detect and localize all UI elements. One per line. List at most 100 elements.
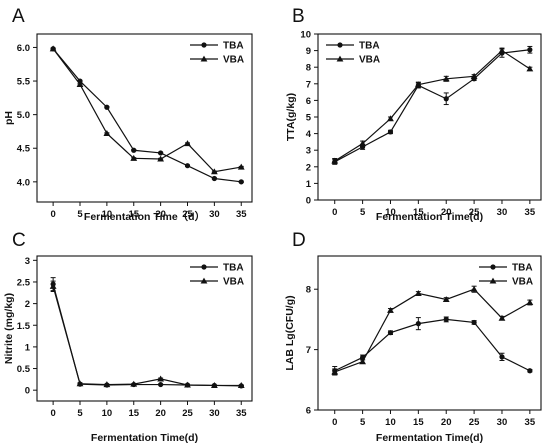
x-tick-label: 20 <box>155 408 166 419</box>
x-tick-label: 15 <box>128 408 139 419</box>
series-line <box>334 288 531 373</box>
x-tick-label: 15 <box>413 207 424 218</box>
y-tick-label: 2 <box>25 299 30 310</box>
x-axis-title: Fermentation Time（d） <box>84 210 205 223</box>
data-point <box>130 154 138 161</box>
x-tick-label: 5 <box>360 417 366 428</box>
x-tick-label: 10 <box>102 209 113 220</box>
x-tick-label: 25 <box>469 417 480 428</box>
y-axis-title: Nitrite (mg/kg) <box>3 293 15 364</box>
y-tick-label: 5.0 <box>17 110 30 121</box>
x-tick-label: 25 <box>469 207 480 218</box>
data-point <box>414 81 422 88</box>
y-tick-label: 4 <box>306 129 312 140</box>
legend-marker <box>336 55 344 62</box>
x-tick-label: 20 <box>441 207 452 218</box>
data-point <box>49 282 57 289</box>
x-tick-label: 10 <box>102 408 113 419</box>
y-tick-label: 5.5 <box>17 77 31 88</box>
x-tick-label: 5 <box>77 209 83 220</box>
y-tick-label: 0 <box>306 196 311 207</box>
x-tick-label: 20 <box>441 417 452 428</box>
panel-letter: B <box>292 6 305 27</box>
data-point <box>471 319 477 326</box>
y-tick-label: 0.5 <box>17 364 31 375</box>
data-point <box>158 150 164 156</box>
series-line <box>52 286 242 387</box>
y-tick-label: 1 <box>306 179 312 190</box>
x-tick-label: 10 <box>385 207 396 218</box>
y-tick-label: 1 <box>25 342 31 353</box>
y-tick-label: 3 <box>306 146 311 157</box>
data-point <box>103 381 111 388</box>
data-point <box>443 96 449 102</box>
y-tick-label: 8 <box>306 63 311 74</box>
legend-marker <box>200 277 208 284</box>
legend-marker <box>200 55 208 62</box>
panel-letter: A <box>12 6 25 27</box>
series-line <box>334 49 530 163</box>
data-point <box>331 368 339 375</box>
chart-panel-c: C 0 5 10 15 20 25 30 35 0 0.5 1 1.5 2 2.5 3 Fermentation… <box>3 230 253 444</box>
legend: TBA VBA <box>479 263 533 288</box>
data-point <box>184 163 191 169</box>
data-point <box>76 81 84 87</box>
legend-marker <box>489 277 497 284</box>
y-tick-label: 2 <box>306 162 311 173</box>
data-point <box>443 316 449 323</box>
data-point <box>210 168 218 175</box>
y-tick-label: 0 <box>25 386 30 397</box>
legend-label: TBA <box>359 41 380 52</box>
y-tick-label: 3 <box>25 256 30 267</box>
plot-frame <box>36 255 253 402</box>
series-vba <box>49 280 245 388</box>
legend-label: VBA <box>223 55 244 66</box>
chart-panel-a: A 0 5 10 15 20 25 30 35 4.0 4.5 5.0 5.5 6.0 Fermentati… <box>3 6 253 223</box>
x-tick-label: 5 <box>77 408 83 419</box>
y-tick-label: 7 <box>306 79 311 90</box>
legend: TBA VBA <box>190 41 244 66</box>
series-vba <box>49 45 245 175</box>
x-tick-label: 30 <box>497 417 508 428</box>
y-tick-label: 8 <box>306 285 311 296</box>
y-tick-label: 7 <box>306 345 311 356</box>
data-point <box>527 47 533 53</box>
data-point <box>237 163 245 170</box>
series-line <box>52 283 242 387</box>
data-point <box>470 72 478 79</box>
legend-marker <box>201 42 207 48</box>
x-tick-label: 0 <box>332 207 337 218</box>
data-point <box>387 306 394 313</box>
series-line <box>52 48 242 183</box>
data-point <box>237 382 245 388</box>
x-tick-label: 20 <box>155 209 166 220</box>
x-tick-label: 25 <box>182 408 193 419</box>
legend-label: VBA <box>359 55 380 66</box>
data-point <box>387 330 394 336</box>
data-point <box>470 285 478 292</box>
data-point <box>414 290 422 296</box>
data-point <box>526 299 534 306</box>
x-tick-label: 25 <box>182 209 193 220</box>
data-point <box>527 368 533 374</box>
plot-frame <box>36 33 253 203</box>
data-point <box>158 381 164 388</box>
y-tick-label: 10 <box>300 30 311 41</box>
x-tick-label: 35 <box>525 417 536 428</box>
y-tick-label: 2.5 <box>17 277 31 288</box>
series-line <box>52 48 242 173</box>
data-point <box>184 381 191 388</box>
data-point <box>415 321 421 327</box>
data-point <box>387 115 394 122</box>
data-point <box>498 47 506 54</box>
data-point <box>211 175 217 182</box>
data-point <box>103 130 111 137</box>
x-tick-label: 5 <box>360 207 366 218</box>
x-tick-label: 0 <box>50 408 55 419</box>
data-point <box>49 45 57 52</box>
x-axis-title: Fermentation Time(d) <box>376 211 483 223</box>
data-point <box>359 358 366 365</box>
y-axis-title: LAB Lg(CFU/g) <box>284 295 296 370</box>
x-tick-label: 15 <box>413 417 424 428</box>
